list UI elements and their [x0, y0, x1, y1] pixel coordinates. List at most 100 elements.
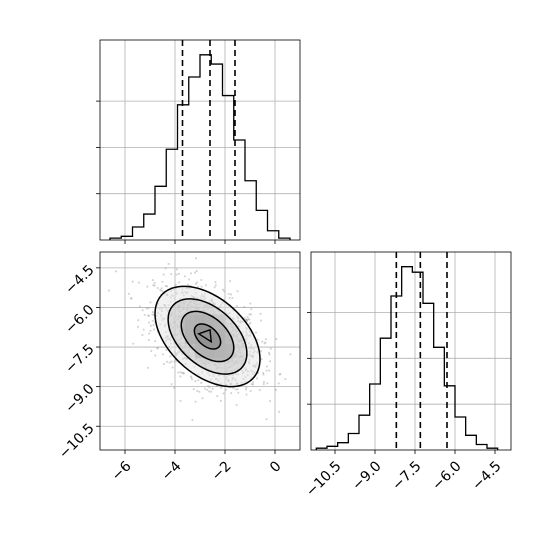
scatter-point: [244, 318, 247, 321]
scatter-point: [147, 314, 150, 317]
scatter-point: [159, 288, 162, 291]
scatter-point: [153, 281, 156, 284]
scatter-point: [252, 381, 255, 384]
scatter-point: [154, 340, 156, 343]
scatter-point: [234, 388, 237, 391]
scatter-point: [152, 284, 155, 287]
scatter-point: [249, 302, 252, 305]
scatter-point: [148, 321, 150, 324]
scatter-point: [245, 319, 248, 322]
scatter-point: [194, 271, 196, 274]
scatter-point: [141, 334, 144, 336]
scatter-point: [262, 372, 265, 374]
scatter-point: [162, 363, 165, 365]
scatter-point: [256, 377, 258, 380]
scatter-point: [259, 312, 262, 315]
scatter-point: [170, 383, 173, 386]
scatter-point: [263, 381, 265, 383]
scatter-point: [197, 379, 200, 382]
scatter-point: [207, 385, 210, 388]
scatter-point: [243, 306, 246, 308]
scatter-point: [279, 373, 282, 375]
scatter-point: [201, 397, 204, 400]
scatter-point: [196, 285, 199, 288]
scatter-point: [162, 353, 164, 356]
scatter-point: [269, 360, 272, 363]
scatter-point: [211, 387, 214, 390]
scatter-point: [245, 393, 248, 396]
scatter-point: [149, 324, 152, 327]
scatter-point: [176, 268, 178, 271]
scatter-point: [182, 371, 185, 374]
scatter-point: [268, 369, 270, 372]
scatter-point: [190, 376, 193, 379]
scatter-point: [177, 273, 180, 275]
scatter-point: [249, 322, 252, 324]
scatter-point: [152, 313, 155, 316]
scatter-point: [186, 283, 189, 286]
scatter-point: [222, 392, 225, 395]
scatter-point: [216, 395, 219, 397]
scatter-point: [195, 270, 198, 273]
scatter-point: [219, 399, 222, 402]
scatter-point: [248, 318, 251, 321]
scatter-point: [246, 319, 249, 322]
scatter-point: [215, 384, 218, 387]
scatter-point: [231, 297, 234, 299]
scatter-point: [252, 383, 254, 386]
scatter-point: [278, 410, 280, 413]
scatter-point: [214, 281, 217, 284]
scatter-point: [268, 351, 270, 354]
scatter-point: [181, 372, 184, 374]
scatter-point: [188, 278, 190, 281]
scatter-point: [162, 290, 165, 293]
scatter-point: [220, 386, 223, 389]
scatter-point: [156, 347, 159, 349]
scatter-point: [169, 355, 172, 358]
scatter-point: [175, 273, 178, 276]
scatter-point: [148, 332, 151, 335]
scatter-point: [204, 387, 206, 390]
scatter-point: [222, 298, 225, 301]
scatter-point: [170, 273, 173, 276]
scatter-point: [200, 279, 203, 281]
scatter-point: [170, 360, 173, 363]
contour-peak: [197, 328, 213, 344]
scatter-point: [196, 281, 198, 284]
scatter-point: [196, 390, 199, 392]
scatter-point: [179, 375, 182, 378]
scatter-point: [154, 321, 157, 324]
scatter-point: [153, 284, 156, 287]
scatter-point: [236, 388, 239, 391]
scatter-point: [214, 284, 217, 287]
scatter-point: [225, 388, 228, 391]
scatter-point: [137, 325, 139, 328]
scatter-point: [178, 281, 180, 284]
scatter-point: [164, 285, 167, 287]
scatter-point: [131, 280, 134, 283]
scatter-point: [161, 280, 164, 283]
scatter-point: [256, 338, 259, 341]
scatter-point: [237, 391, 240, 394]
scatter-point: [205, 284, 207, 287]
scatter-point: [168, 361, 171, 364]
scatter-point: [257, 371, 259, 374]
scatter-point: [266, 382, 269, 385]
scatter-point: [262, 373, 265, 376]
scatter-point: [246, 319, 248, 321]
scatter-point: [229, 280, 232, 282]
scatter-point: [262, 383, 265, 385]
scatter-point: [228, 297, 231, 299]
scatter-point: [149, 329, 152, 332]
scatter-point: [268, 353, 271, 356]
scatter-point: [247, 318, 250, 321]
scatter-point: [156, 347, 159, 350]
scatter-point: [208, 390, 211, 393]
scatter-point: [245, 388, 247, 391]
scatter-point: [147, 366, 149, 369]
scatter-point: [171, 366, 174, 369]
scatter-point: [246, 316, 249, 319]
scatter-point: [263, 342, 266, 345]
scatter-point: [174, 284, 177, 286]
scatter-point: [227, 292, 230, 295]
